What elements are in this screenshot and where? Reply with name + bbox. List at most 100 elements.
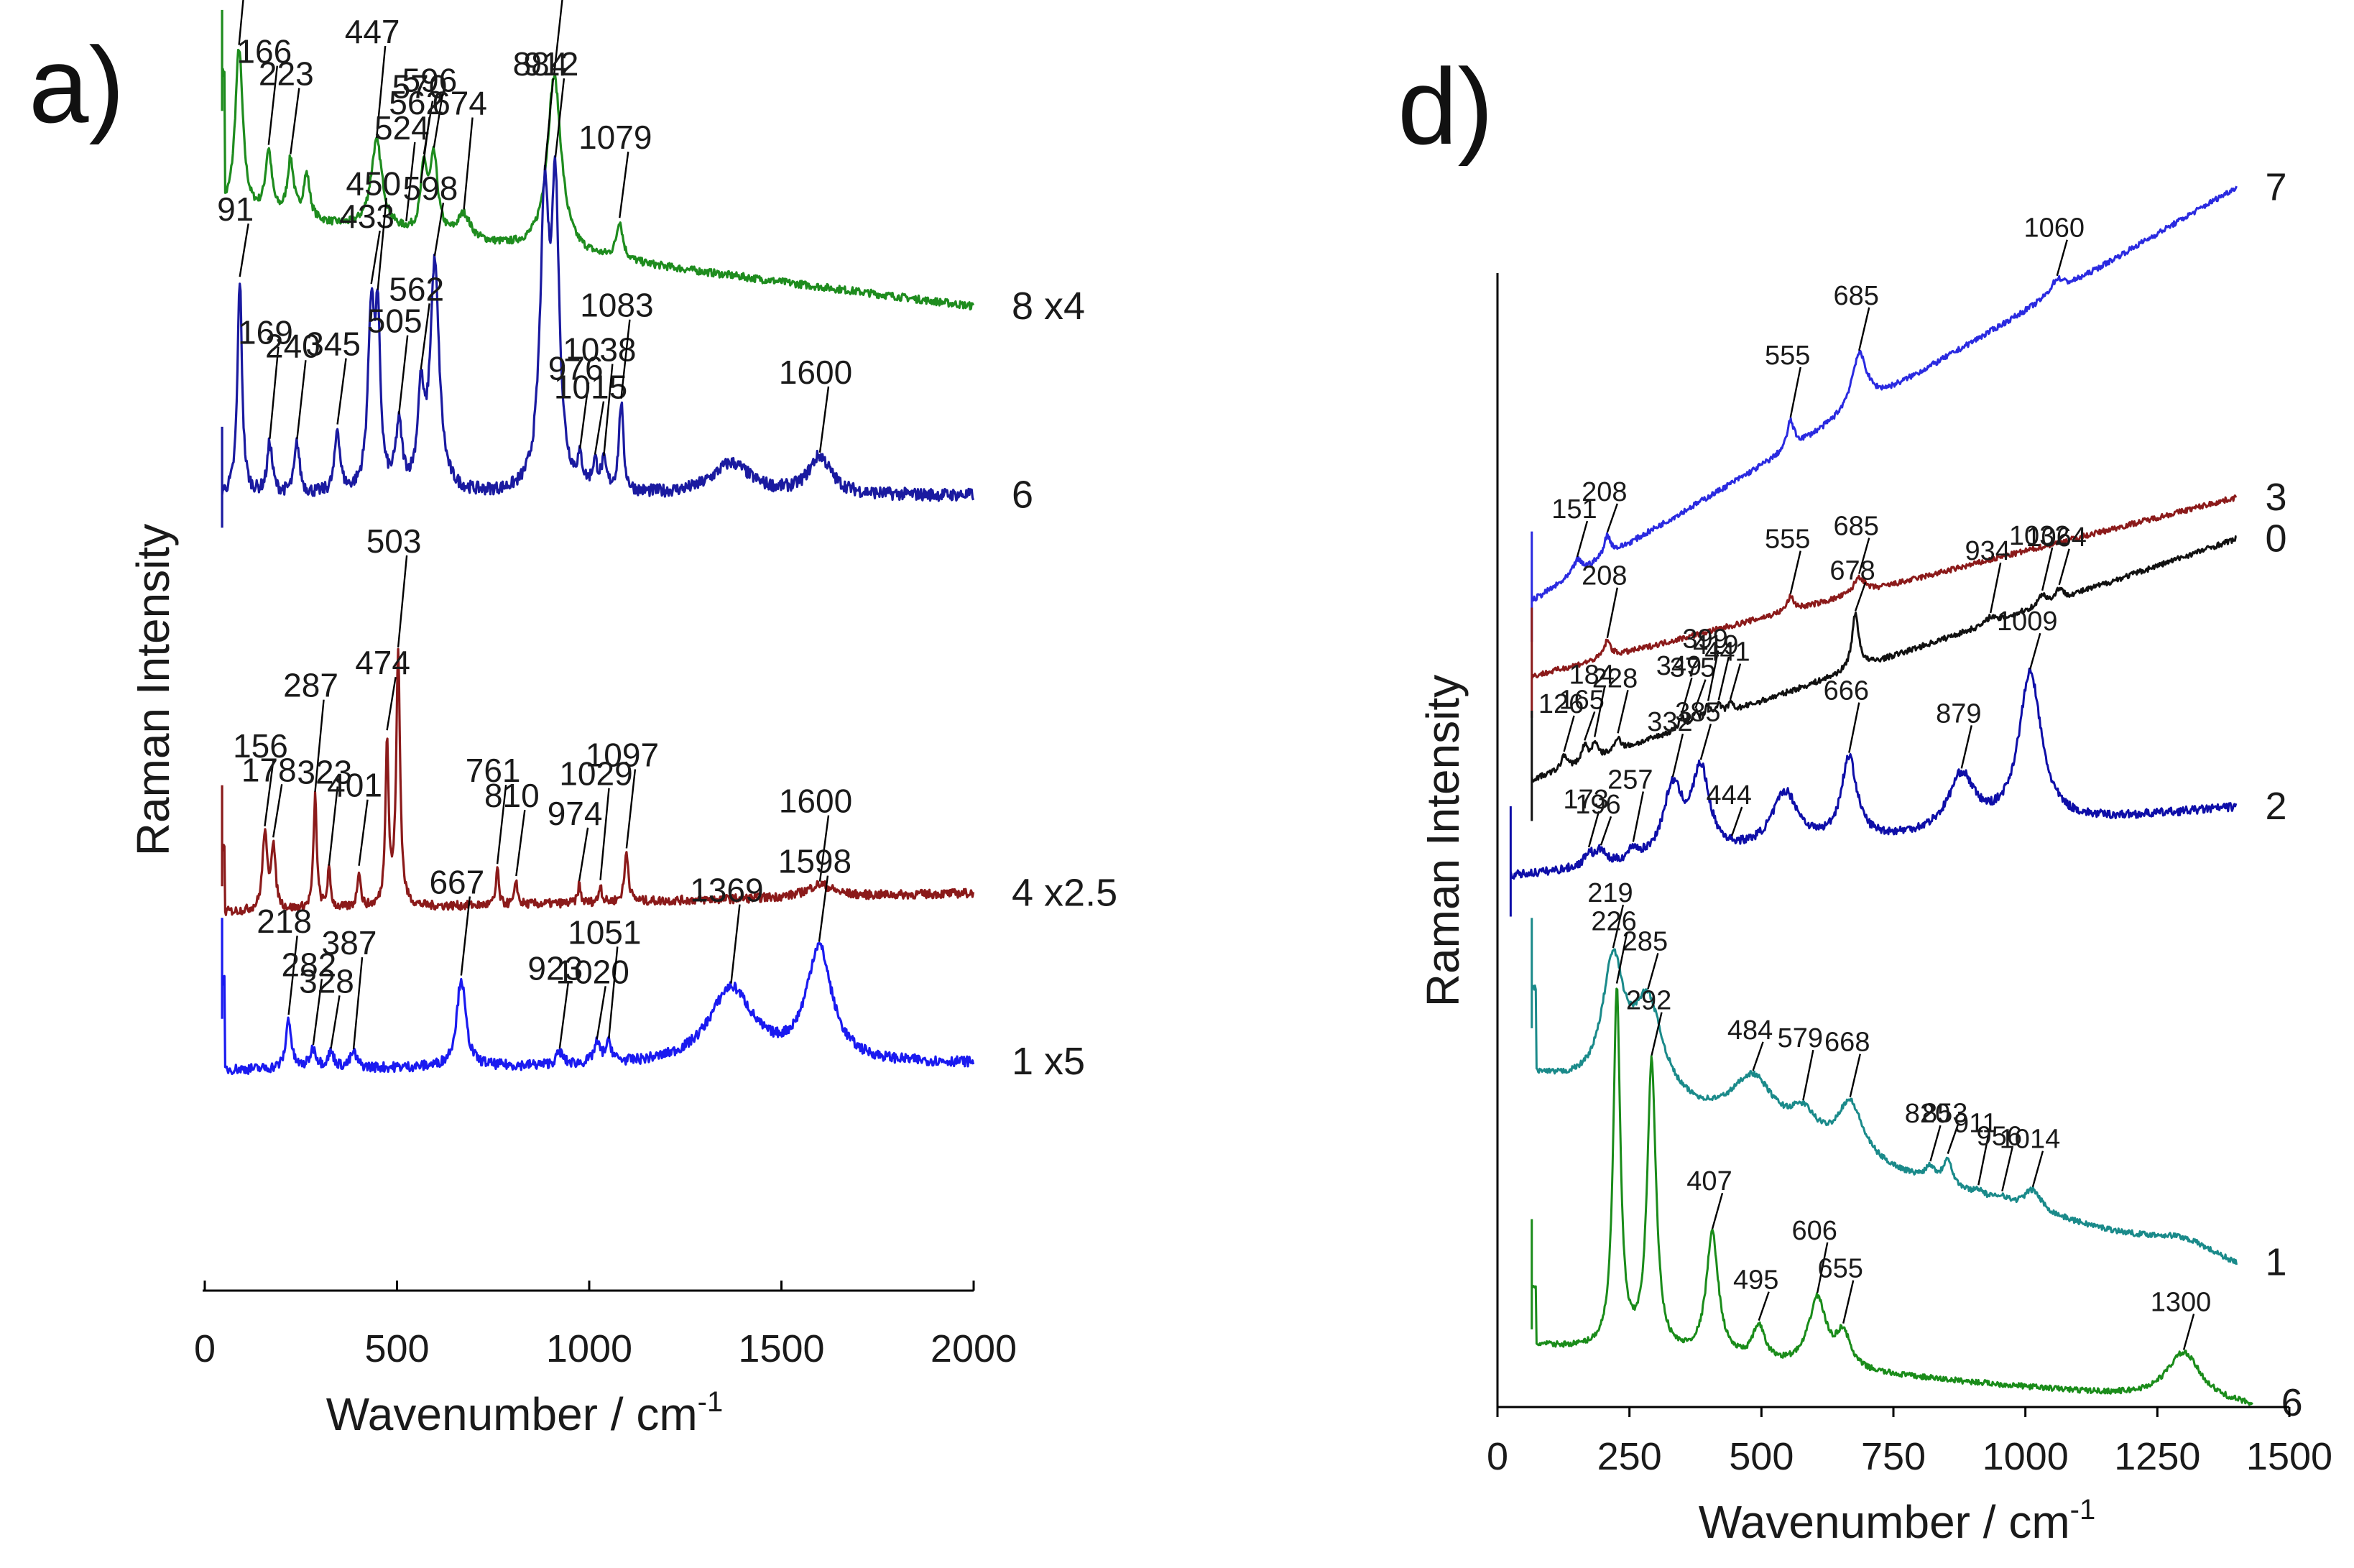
series-line-7 <box>1531 185 2238 602</box>
series-name-label: 2 <box>2266 785 2287 828</box>
panel-a-peak-labels: 8 x4891662235704475245625966749091079691… <box>217 0 1117 1083</box>
peak-leader-line <box>1858 307 1870 351</box>
peak-label: 218 <box>257 903 312 940</box>
peak-label: 178 <box>241 751 297 788</box>
peak-label: 223 <box>259 55 314 93</box>
peak-leader-line <box>2182 1314 2195 1350</box>
peak-leader-line <box>1717 656 1730 701</box>
peak-leader-line <box>405 142 416 221</box>
peak-label: 285 <box>1623 926 1668 956</box>
peak-label: 292 <box>1626 986 1671 1016</box>
peak-label: 606 <box>1792 1216 1837 1246</box>
peak-leader-line <box>1594 686 1606 737</box>
panel-a-x-axis-title: Wavenumber / cm-1 <box>326 1386 723 1440</box>
peak-label: 166 <box>236 33 292 70</box>
peak-leader-line <box>1694 679 1707 709</box>
series-name-label: 7 <box>2266 165 2287 208</box>
peak-leader-line <box>433 203 445 257</box>
peak-label: 375 <box>1670 653 1715 683</box>
peak-leader-line <box>1960 725 1972 769</box>
series-name-label: 6 <box>2281 1381 2303 1424</box>
peak-leader-line <box>578 382 590 449</box>
peak-leader-line <box>460 896 471 976</box>
x-tick-label-0: 0 <box>194 1327 216 1370</box>
peak-label: 1097 <box>586 736 659 773</box>
series-line-6 <box>1531 987 2253 1406</box>
peak-label: 1083 <box>580 287 653 324</box>
peak-leader-line <box>352 956 364 1050</box>
peak-label: 761 <box>466 752 521 789</box>
peak-label: 1020 <box>556 953 629 990</box>
peak-label: 974 <box>548 795 603 832</box>
peak-leader-line <box>1651 1012 1663 1056</box>
peak-leader-line <box>267 65 279 145</box>
peak-leader-line <box>1758 1291 1770 1321</box>
peak-leader-line <box>1729 663 1742 700</box>
panel-a-x-axis-title-sup: -1 <box>698 1386 724 1418</box>
series-name-label: 0 <box>2266 517 2287 561</box>
peak-leader-line <box>818 386 830 453</box>
peak-label: 226 <box>1591 907 1636 937</box>
peak-label: 655 <box>1818 1254 1863 1284</box>
peak-leader-line <box>1789 366 1801 418</box>
peak-leader-line <box>1977 1135 1990 1186</box>
peak-leader-line <box>433 94 444 148</box>
peak-leader-line <box>2041 547 2054 591</box>
peak-leader-line <box>397 335 409 415</box>
peak-label: 976 <box>548 349 604 387</box>
peak-leader-line <box>603 364 614 456</box>
series-name-label: 1 x5 <box>1012 1040 1085 1083</box>
series-name-label: 6 <box>1012 474 1033 517</box>
peak-leader-line <box>312 979 323 1046</box>
peak-label: 1060 <box>2023 213 2085 244</box>
peak-leader-line <box>543 78 555 170</box>
peak-label: 820 <box>1905 1099 1950 1129</box>
peak-label: 323 <box>297 754 352 791</box>
peak-label: 419 <box>1693 630 1738 660</box>
peak-leader-line <box>314 699 325 792</box>
peak-leader-line <box>377 198 387 290</box>
peak-label: 385 <box>1675 697 1720 727</box>
series-name-label: 4 x2.5 <box>1012 872 1117 915</box>
peak-leader-line <box>420 303 430 370</box>
peak-leader-line <box>558 982 569 1049</box>
peak-label: 596 <box>402 62 457 99</box>
peak-leader-line <box>596 986 606 1040</box>
peak-leader-line <box>375 45 387 139</box>
series-name-label: 1 <box>2266 1240 2287 1283</box>
peak-leader-line <box>2058 548 2070 586</box>
x-tick-label-500: 500 <box>364 1327 429 1370</box>
panel-d-x-axis-title: Wavenumber / cm-1 <box>1699 1494 2095 1548</box>
peak-leader-line <box>1615 933 1628 984</box>
peak-label: 666 <box>1824 676 1869 706</box>
peak-label: 328 <box>299 962 354 1000</box>
panel-a-x-ticks: 0 500 1000 1500 2000 <box>194 1281 1017 1370</box>
peak-leader-line <box>1947 1125 1959 1154</box>
peak-leader-line <box>272 784 283 838</box>
peak-leader-line <box>1606 503 1618 533</box>
peak-leader-line <box>1606 587 1618 638</box>
peak-leader-line <box>496 785 507 864</box>
panel-d-curves <box>1509 185 2253 1406</box>
peak-label: 173 <box>1563 785 1608 815</box>
peak-label: 555 <box>1765 525 1810 555</box>
peak-leader-line <box>730 904 741 984</box>
peak-label: 184 <box>1569 660 1614 691</box>
peak-label: 1014 <box>2000 1125 2061 1155</box>
panel-a-label: a) <box>29 24 124 145</box>
peak-leader-line <box>1681 677 1693 714</box>
peak-leader-line <box>330 995 341 1049</box>
peak-leader-line <box>1600 816 1612 846</box>
peak-label: 1032 <box>2009 521 2070 551</box>
x-tick-label-1500: 1500 <box>2246 1435 2332 1478</box>
peak-label: 387 <box>322 924 377 961</box>
peak-leader-line <box>1789 550 1801 594</box>
peak-leader-line <box>1802 1049 1814 1101</box>
peak-label: 685 <box>1834 512 1879 542</box>
peak-label: 407 <box>1686 1166 1732 1196</box>
peak-label: 349 <box>1656 651 1702 681</box>
peak-leader-line <box>2001 1148 2013 1191</box>
panel-d-x-ticks: 0 250 500 750 1000 1250 1500 <box>1487 1407 2332 1478</box>
